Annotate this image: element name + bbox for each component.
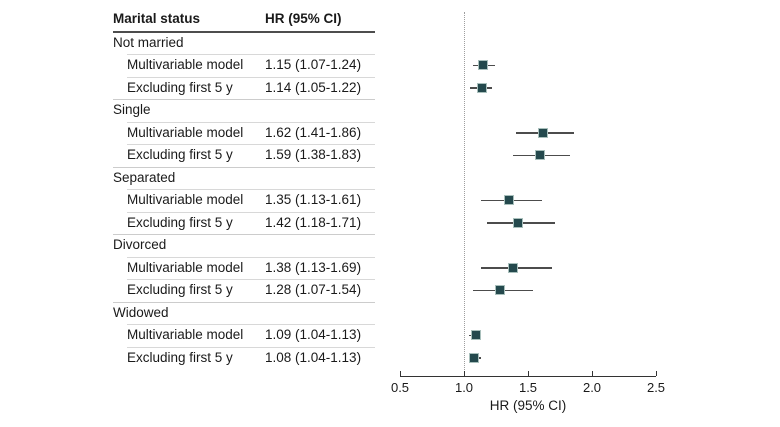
- hr-ci-value: 1.35 (1.13-1.61): [265, 192, 362, 207]
- group-label: Separated: [113, 169, 176, 185]
- model-row-label: Multivariable model: [127, 57, 244, 72]
- x-axis-tick: [464, 371, 465, 376]
- row-separator-indented: [127, 189, 375, 190]
- model-row-label: Excluding first 5 y: [127, 214, 233, 230]
- hr-ci-value: 1.38 (1.13-1.69): [265, 259, 362, 275]
- hr-point-marker: [469, 352, 480, 363]
- x-axis-tick-label: 1.5: [518, 380, 538, 395]
- model-row-label: Multivariable model: [127, 327, 244, 342]
- hr-point-marker: [538, 127, 549, 138]
- hr-ci-value: 1.15 (1.07-1.24): [265, 57, 362, 72]
- model-row-label: Multivariable model: [127, 192, 244, 207]
- hr-ci-value: 1.42 (1.18-1.71): [265, 214, 362, 230]
- row-separator-indented: [127, 256, 375, 258]
- x-axis-tick: [528, 371, 529, 376]
- row-separator-indented: [127, 144, 375, 145]
- model-row-label: Excluding first 5 y: [127, 79, 233, 95]
- group-label: Single: [113, 102, 151, 117]
- row-separator: [113, 166, 375, 168]
- x-axis-tick-label: 2.5: [646, 380, 666, 395]
- hr-point-marker: [503, 195, 514, 206]
- row-separator: [113, 301, 375, 303]
- table-header-rule: [113, 31, 375, 33]
- column-header-marital-status: Marital status: [113, 11, 201, 26]
- column-header-hr-ci: HR (95% CI): [265, 11, 342, 26]
- x-axis-tick-label: 0.5: [390, 380, 410, 395]
- x-axis-tick: [400, 371, 401, 376]
- x-axis-tick: [656, 371, 657, 376]
- row-separator: [113, 99, 375, 100]
- hr-ci-value: 1.09 (1.04-1.13): [265, 327, 362, 342]
- model-row-label: Multivariable model: [127, 259, 244, 275]
- hr-ci-value: 1.62 (1.41-1.86): [265, 124, 362, 140]
- model-row-label: Excluding first 5 y: [127, 282, 233, 297]
- row-separator-indented: [127, 121, 375, 123]
- row-separator-indented: [127, 279, 375, 280]
- x-axis-tick-label: 1.0: [454, 380, 474, 395]
- x-axis-title: HR (95% CI): [489, 398, 567, 413]
- hr-ci-value: 1.14 (1.05-1.22): [265, 79, 362, 95]
- hr-ci-value: 1.08 (1.04-1.13): [265, 349, 362, 365]
- x-axis-tick-label: 2.0: [582, 380, 602, 395]
- hr-point-marker: [470, 330, 481, 341]
- row-separator-indented: [127, 211, 375, 213]
- group-label: Divorced: [113, 237, 167, 252]
- reference-line-hr-1: [464, 12, 465, 376]
- model-row-label: Excluding first 5 y: [127, 147, 233, 162]
- hr-point-marker: [476, 82, 487, 93]
- hr-ci-value: 1.28 (1.07-1.54): [265, 282, 362, 297]
- row-separator-indented: [127, 54, 375, 55]
- x-axis-line: [400, 376, 656, 377]
- hr-point-marker: [507, 262, 518, 273]
- row-separator-indented: [127, 346, 375, 348]
- hr-point-marker: [494, 285, 505, 296]
- group-label: Not married: [113, 34, 184, 50]
- row-separator: [113, 234, 375, 235]
- hr-ci-value: 1.59 (1.38-1.83): [265, 147, 362, 162]
- hr-point-marker: [534, 150, 545, 161]
- group-label: Widowed: [113, 304, 169, 320]
- row-separator-indented: [127, 324, 375, 325]
- model-row-label: Multivariable model: [127, 124, 244, 140]
- model-row-label: Excluding first 5 y: [127, 349, 233, 365]
- hr-point-marker: [512, 217, 523, 228]
- x-axis-tick: [592, 371, 593, 376]
- row-separator-indented: [127, 76, 375, 78]
- hr-point-marker: [478, 60, 489, 71]
